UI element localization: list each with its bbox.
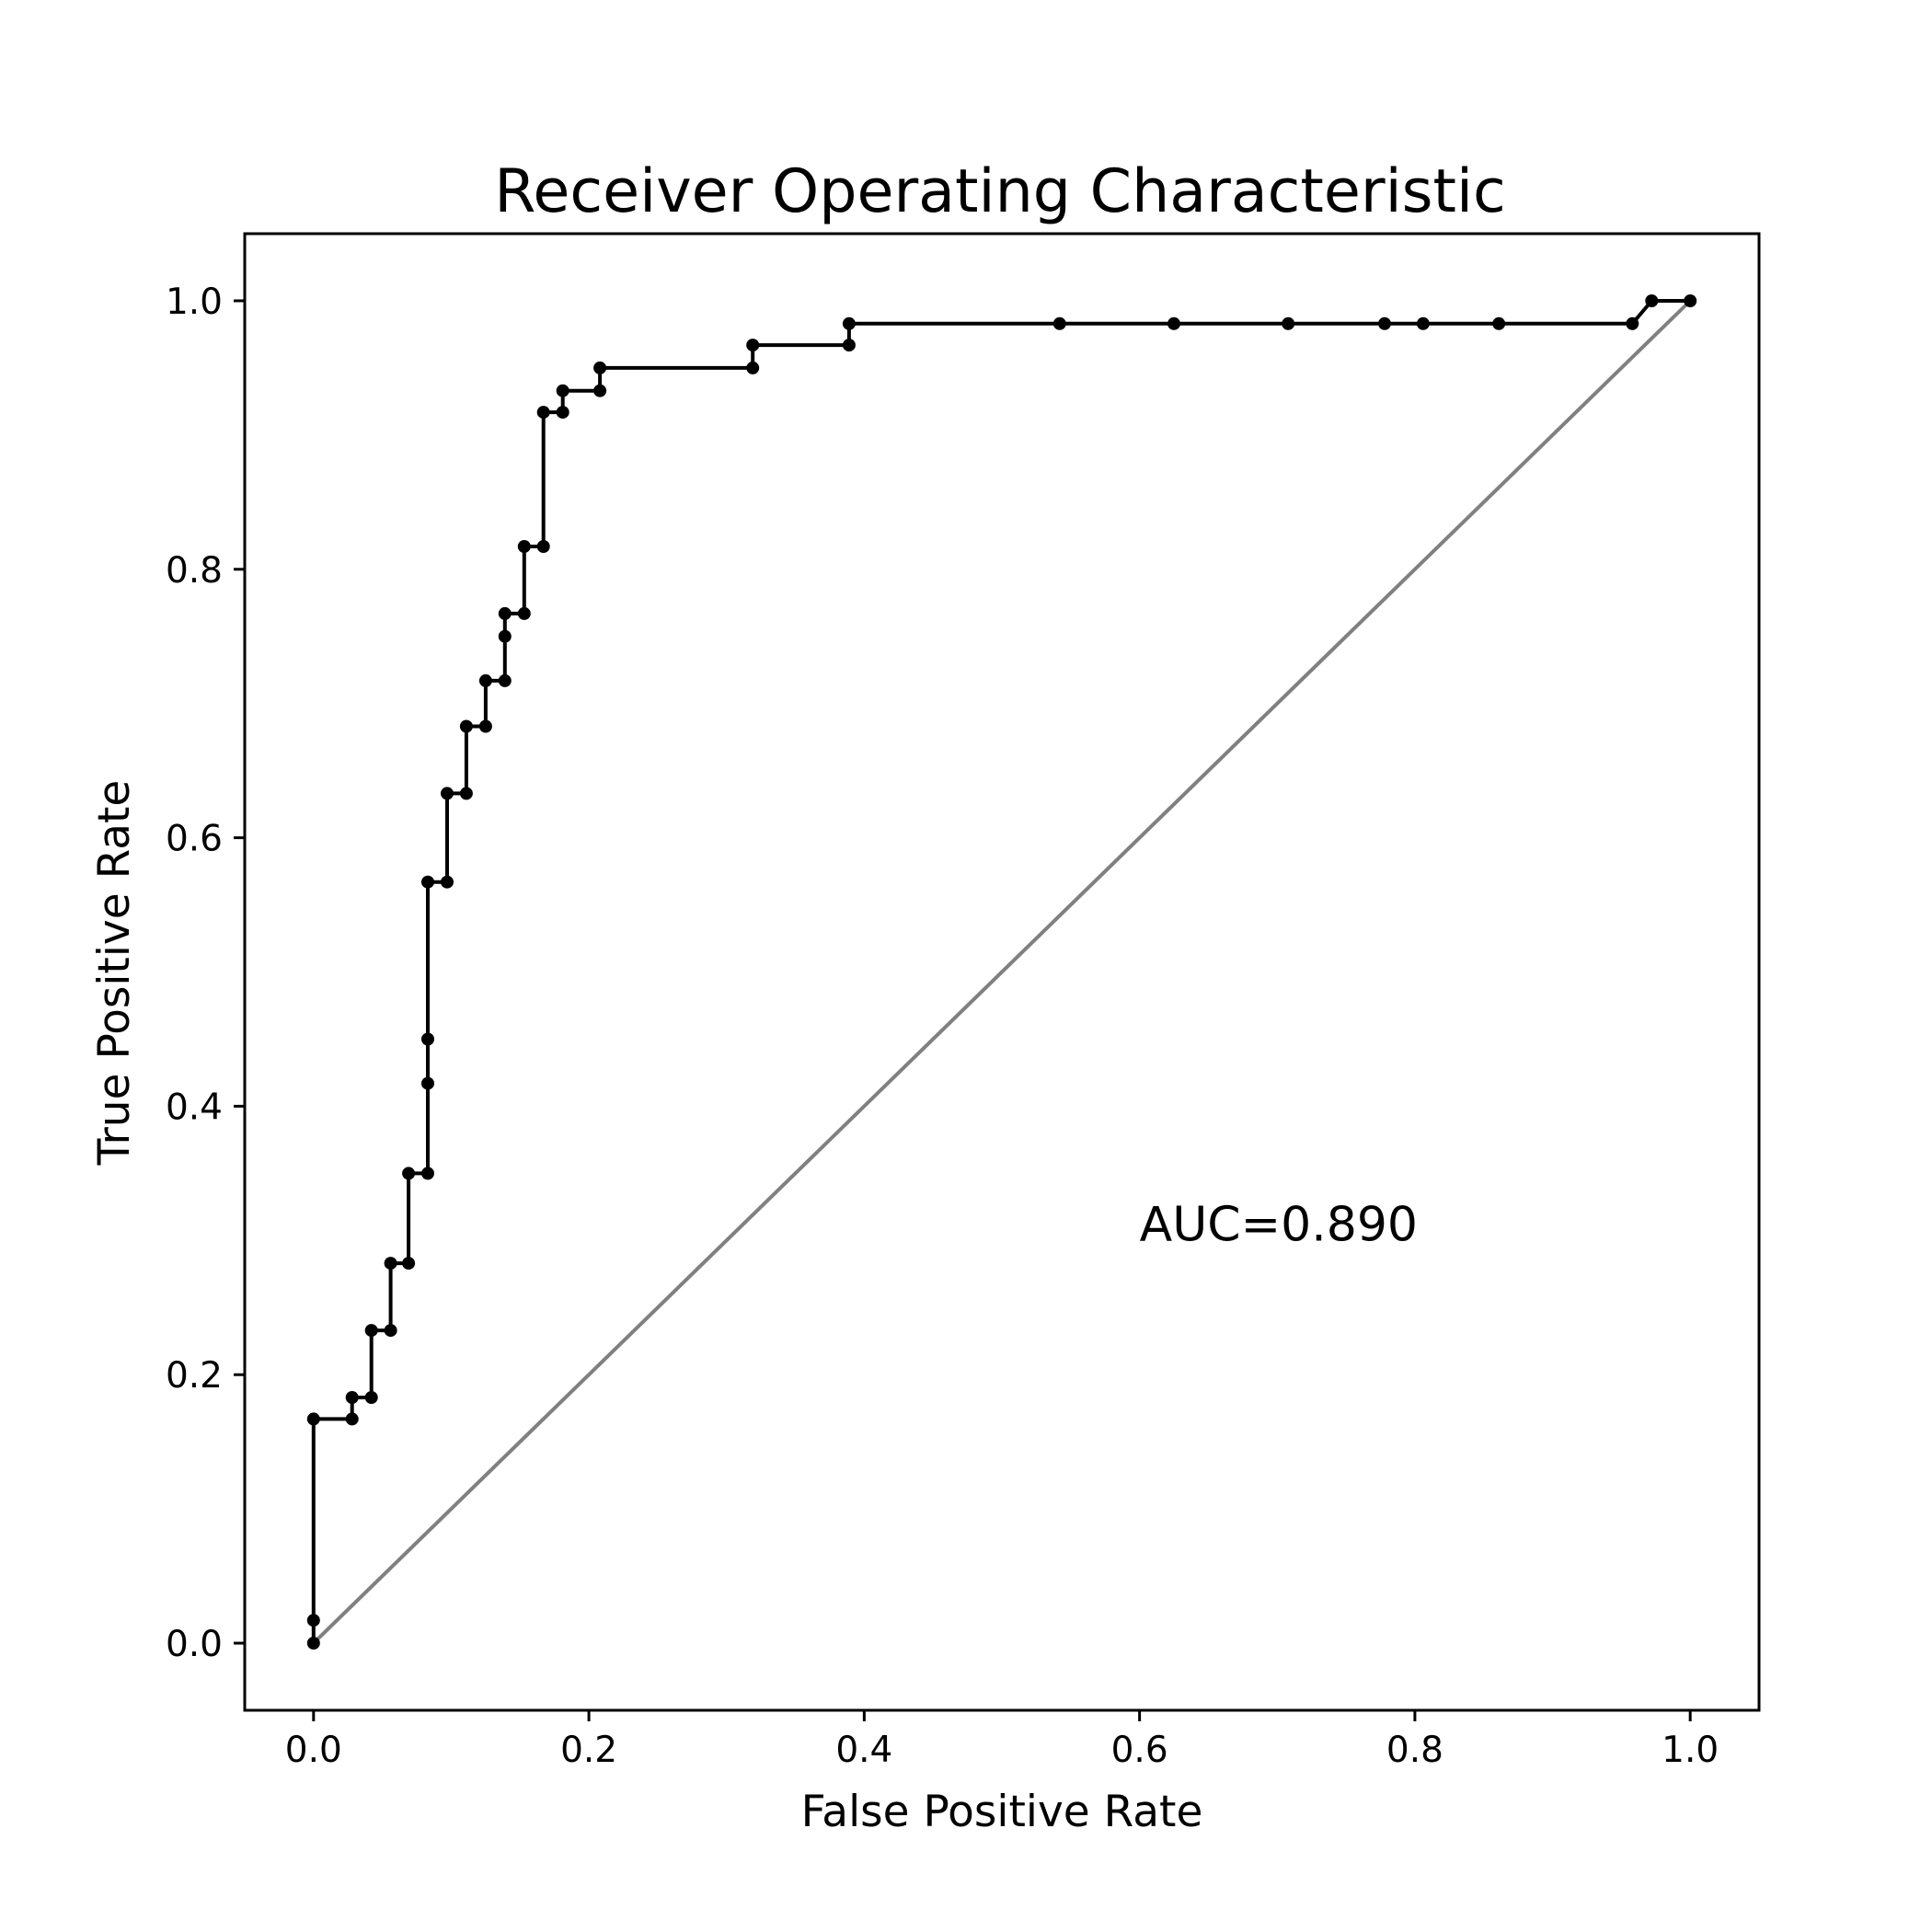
- roc-point: [517, 606, 531, 620]
- roc-point: [556, 384, 569, 397]
- roc-point: [364, 1324, 378, 1338]
- roc-point: [441, 875, 454, 889]
- roc-point: [421, 1076, 434, 1090]
- roc-point: [746, 339, 760, 352]
- roc-point: [1626, 316, 1639, 330]
- roc-point: [1645, 294, 1659, 307]
- x-axis: 0.0 0.2 0.4 0.6 0.8 1.0: [285, 1710, 1719, 1771]
- roc-point: [842, 316, 856, 330]
- y-tick-label: 1.0: [166, 282, 223, 323]
- y-tick-label: 0.6: [166, 819, 223, 860]
- chance-diagonal-line: [312, 299, 1692, 1645]
- y-tick-label: 0.2: [166, 1355, 223, 1397]
- y-axis: 0.0 0.2 0.4 0.6 0.8 1.0: [166, 282, 245, 1665]
- chart-title: Receiver Operating Characteristic: [494, 157, 1506, 226]
- roc-point: [1052, 316, 1066, 330]
- axes-frame: [243, 232, 1761, 1712]
- roc-point: [593, 384, 607, 397]
- roc-point: [1378, 316, 1391, 330]
- roc-point: [421, 1032, 434, 1046]
- roc-point: [1416, 316, 1430, 330]
- auc-annotation: AUC=0.890: [1140, 1197, 1418, 1252]
- roc-point: [498, 606, 512, 620]
- y-tick-label: 0.4: [166, 1087, 223, 1128]
- roc-point: [498, 629, 512, 643]
- roc-point: [459, 787, 473, 800]
- x-tick-label: 0.4: [835, 1730, 892, 1771]
- x-tick-label: 0.6: [1111, 1730, 1168, 1771]
- roc-point: [306, 1637, 320, 1650]
- x-axis-label: False Positive Rate: [801, 1787, 1203, 1837]
- roc-point: [1167, 316, 1180, 330]
- roc-point: [384, 1257, 397, 1271]
- roc-point: [593, 361, 607, 374]
- roc-point: [306, 1614, 320, 1627]
- roc-point: [1684, 294, 1697, 307]
- roc-point: [1282, 316, 1295, 330]
- y-tick-label: 0.0: [166, 1624, 223, 1665]
- roc-point: [556, 406, 569, 420]
- roc-point: [517, 540, 531, 553]
- x-tick-label: 0.8: [1386, 1730, 1443, 1771]
- roc-point: [536, 406, 550, 420]
- roc-point: [384, 1324, 397, 1338]
- roc-point: [345, 1391, 359, 1404]
- x-tick-label: 0.0: [285, 1730, 342, 1771]
- roc-point: [306, 1412, 320, 1426]
- roc-point: [842, 339, 856, 352]
- x-tick-label: 0.2: [560, 1730, 617, 1771]
- roc-point: [421, 1167, 434, 1180]
- roc-point: [441, 787, 454, 800]
- roc-point: [746, 361, 760, 374]
- roc-point: [478, 719, 492, 733]
- roc-point: [459, 719, 473, 733]
- roc-point: [478, 673, 492, 687]
- plot-area: [306, 294, 1697, 1650]
- roc-point: [402, 1167, 416, 1180]
- roc-point: [536, 540, 550, 553]
- roc-point: [402, 1257, 416, 1271]
- roc-point: [345, 1412, 359, 1426]
- roc-point: [1492, 316, 1506, 330]
- roc-point: [498, 673, 512, 687]
- y-tick-label: 0.8: [166, 550, 223, 592]
- roc-point: [364, 1391, 378, 1404]
- roc-point: [421, 875, 434, 889]
- y-axis-label: True Positive Rate: [89, 780, 140, 1167]
- x-tick-label: 1.0: [1662, 1730, 1719, 1771]
